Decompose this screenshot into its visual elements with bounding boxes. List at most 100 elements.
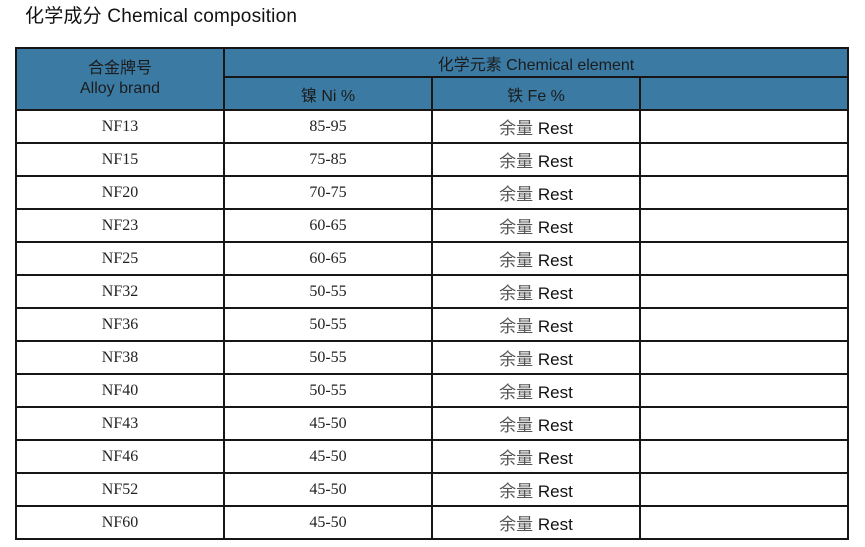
fe-percent-value: 余量 Rest <box>431 241 641 276</box>
alloy-brand-value: NF60 <box>15 505 225 540</box>
extra-empty-cell <box>639 142 849 177</box>
alloy-brand-value: NF15 <box>15 142 225 177</box>
alloy-brand-value: NF46 <box>15 439 225 474</box>
extra-empty-cell <box>639 175 849 210</box>
fe-percent-value: 余量 Rest <box>431 472 641 507</box>
fe-percent-value: 余量 Rest <box>431 406 641 441</box>
fe-percent-value: 余量 Rest <box>431 373 641 408</box>
extra-empty-cell <box>639 274 849 309</box>
header-cell-ni: 镍 Ni % <box>223 76 433 111</box>
page-title: 化学成分 Chemical composition <box>25 6 298 27</box>
ni-percent-value: 45-50 <box>223 505 433 540</box>
table-row: NF46 45-50 余量 Rest <box>15 439 849 474</box>
alloy-brand-label-zh: 合金牌号 <box>87 60 152 77</box>
fe-percent-value: 余量 Rest <box>431 208 641 243</box>
fe-percent-value: 余量 Rest <box>431 109 641 144</box>
alloy-brand-value: NF20 <box>15 175 225 210</box>
fe-rest-label-zh: 余量 <box>499 152 534 171</box>
extra-empty-cell <box>639 208 849 243</box>
fe-rest-label-en: Rest <box>537 152 573 171</box>
fe-percent-value: 余量 Rest <box>431 505 641 540</box>
fe-rest-label-en: Rest <box>537 119 573 138</box>
table-row: NF43 45-50 余量 Rest <box>15 406 849 441</box>
header-row-top: 合金牌号 Alloy brand 化学元素 Chemical element <box>15 47 849 111</box>
fe-rest-label-en: Rest <box>537 350 573 369</box>
table-header: 合金牌号 Alloy brand 化学元素 Chemical element 镍… <box>15 47 849 111</box>
chemical-composition-table: 合金牌号 Alloy brand 化学元素 Chemical element 镍… <box>15 47 849 540</box>
extra-empty-cell <box>639 406 849 441</box>
alloy-brand-value: NF13 <box>15 109 225 144</box>
ni-percent-value: 50-55 <box>223 307 433 342</box>
table-row: NF40 50-55 余量 Rest <box>15 373 849 408</box>
extra-empty-cell <box>639 373 849 408</box>
table-row: NF36 50-55 余量 Rest <box>15 307 849 342</box>
table-row: NF20 70-75 余量 Rest <box>15 175 849 210</box>
ni-percent-value: 45-50 <box>223 439 433 474</box>
alloy-brand-value: NF36 <box>15 307 225 342</box>
header-cell-fe: 铁 Fe % <box>431 76 641 111</box>
table-row: NF32 50-55 余量 Rest <box>15 274 849 309</box>
ni-percent-value: 70-75 <box>223 175 433 210</box>
fe-rest-label-en: Rest <box>537 482 573 501</box>
ni-percent-value: 50-55 <box>223 373 433 408</box>
header-cell-alloy-brand: 合金牌号 Alloy brand <box>15 47 225 111</box>
extra-empty-cell <box>639 505 849 540</box>
fe-percent-value: 余量 Rest <box>431 439 641 474</box>
alloy-brand-value: NF23 <box>15 208 225 243</box>
alloy-brand-value: NF32 <box>15 274 225 309</box>
fe-percent-value: 余量 Rest <box>431 307 641 342</box>
table-row: NF38 50-55 余量 Rest <box>15 340 849 375</box>
fe-rest-label-en: Rest <box>537 515 573 534</box>
fe-rest-label-zh: 余量 <box>499 251 534 270</box>
ni-percent-value: 60-65 <box>223 208 433 243</box>
table-row: NF60 45-50 余量 Rest <box>15 505 849 540</box>
ni-percent-value: 85-95 <box>223 109 433 144</box>
fe-rest-label-zh: 余量 <box>499 317 534 336</box>
fe-rest-label-zh: 余量 <box>499 185 534 204</box>
alloy-brand-value: NF52 <box>15 472 225 507</box>
table-row: NF13 85-95 余量 Rest <box>15 109 849 144</box>
ni-percent-value: 50-55 <box>223 340 433 375</box>
table-row: NF52 45-50 余量 Rest <box>15 472 849 507</box>
ni-percent-value: 45-50 <box>223 472 433 507</box>
ni-percent-value: 75-85 <box>223 142 433 177</box>
ni-percent-value: 50-55 <box>223 274 433 309</box>
fe-rest-label-zh: 余量 <box>499 449 534 468</box>
fe-rest-label-en: Rest <box>537 251 573 270</box>
fe-rest-label-en: Rest <box>537 218 573 237</box>
fe-rest-label-zh: 余量 <box>499 284 534 303</box>
fe-rest-label-zh: 余量 <box>499 119 534 138</box>
fe-rest-label-zh: 余量 <box>499 482 534 501</box>
fe-rest-label-zh: 余量 <box>499 515 534 534</box>
header-cell-chemical-element: 化学元素 Chemical element <box>223 47 849 78</box>
fe-rest-label-zh: 余量 <box>499 416 534 435</box>
fe-rest-label-en: Rest <box>537 383 573 402</box>
table-body: NF13 85-95 余量 Rest NF15 75-85 余量 Rest NF… <box>15 109 849 540</box>
extra-empty-cell <box>639 307 849 342</box>
table-row: NF15 75-85 余量 Rest <box>15 142 849 177</box>
ni-percent-value: 45-50 <box>223 406 433 441</box>
extra-empty-cell <box>639 472 849 507</box>
ni-percent-value: 60-65 <box>223 241 433 276</box>
header-row-sub: 镍 Ni % 铁 Fe % <box>16 76 849 111</box>
header-cell-extra <box>639 76 849 111</box>
fe-rest-label-en: Rest <box>537 284 573 303</box>
fe-rest-label-zh: 余量 <box>499 350 534 369</box>
table-row: NF25 60-65 余量 Rest <box>15 241 849 276</box>
alloy-brand-value: NF43 <box>15 406 225 441</box>
fe-rest-label-en: Rest <box>537 317 573 336</box>
fe-percent-value: 余量 Rest <box>431 142 641 177</box>
alloy-brand-value: NF25 <box>15 241 225 276</box>
extra-empty-cell <box>639 340 849 375</box>
extra-empty-cell <box>639 439 849 474</box>
extra-empty-cell <box>639 241 849 276</box>
fe-rest-label-en: Rest <box>537 449 573 468</box>
fe-rest-label-en: Rest <box>537 416 573 435</box>
extra-empty-cell <box>639 109 849 144</box>
alloy-brand-value: NF40 <box>15 373 225 408</box>
fe-percent-value: 余量 Rest <box>431 340 641 375</box>
fe-percent-value: 余量 Rest <box>431 175 641 210</box>
table-row: NF23 60-65 余量 Rest <box>15 208 849 243</box>
fe-percent-value: 余量 Rest <box>431 274 641 309</box>
